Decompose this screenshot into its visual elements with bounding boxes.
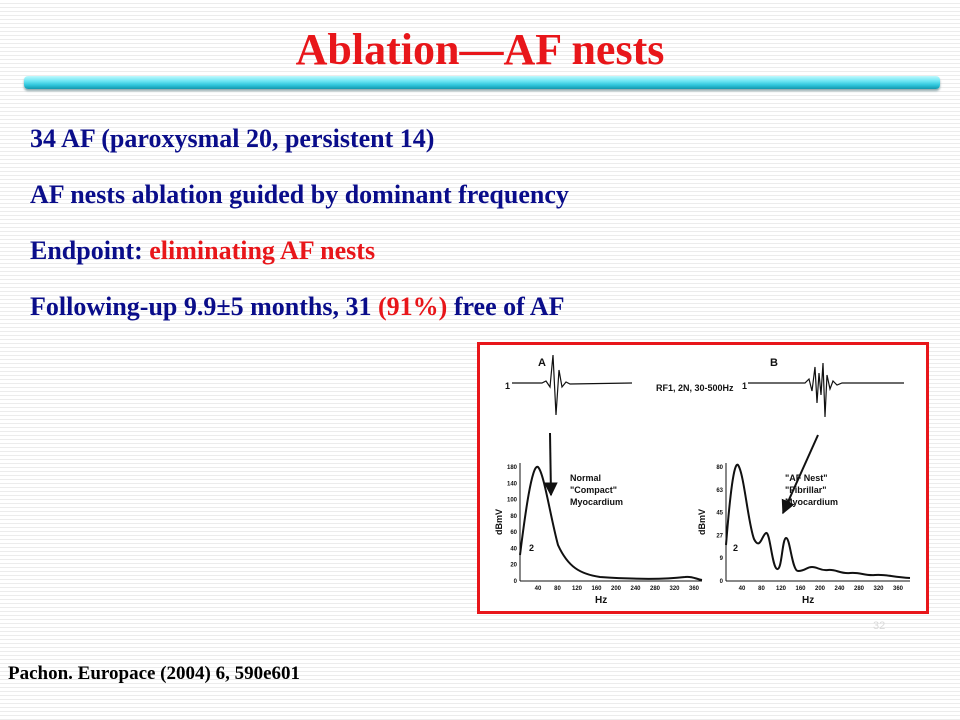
left-y-tick-label: 20 bbox=[510, 563, 517, 569]
right-x-tick-label: 280 bbox=[854, 586, 865, 592]
right-x-tick-label: 80 bbox=[758, 586, 765, 592]
nest-annotation-line2: "Fibrillar" bbox=[785, 485, 827, 495]
right-x-tick-label: 120 bbox=[776, 586, 787, 592]
trace-b-label: 1 bbox=[742, 381, 747, 391]
left-x-tick-label: 240 bbox=[630, 586, 641, 592]
right-y-axis-label: dBmV bbox=[697, 509, 707, 535]
normal-annotation-line1: Normal bbox=[570, 473, 601, 483]
bullet-text: AF nests ablation guided by dominant fre… bbox=[30, 180, 569, 209]
trace-a-signal bbox=[512, 354, 633, 416]
left-x-tick-label: 320 bbox=[669, 586, 680, 592]
bullet-prefix: Following-up 9.9±5 months, 31 bbox=[30, 292, 378, 321]
right-y-tick-label: 9 bbox=[720, 556, 724, 562]
slide-title: Ablation—AF nests bbox=[295, 25, 665, 74]
right-x-tick-label: 40 bbox=[739, 586, 746, 592]
right-y-tick-label: 63 bbox=[716, 488, 723, 494]
left-x-tick-label: 160 bbox=[591, 586, 602, 592]
citation: Pachon. Europace (2004) 6, 590e601 bbox=[8, 663, 301, 684]
right-curve-label: 2 bbox=[733, 543, 738, 553]
left-y-tick-label: 40 bbox=[510, 546, 517, 552]
trace-a-label: 1 bbox=[505, 381, 510, 391]
title-underline-bar bbox=[24, 76, 940, 89]
left-y-axis-label: dBmV bbox=[494, 509, 504, 535]
spectrum-figure: A B RF1, 2N, 30-500Hz 1 1 Normal "Compac… bbox=[477, 342, 929, 614]
slide-number: 32 bbox=[873, 620, 886, 632]
left-x-tick-label: 360 bbox=[689, 586, 700, 592]
right-x-tick-label: 160 bbox=[795, 586, 806, 592]
bullet-item-endpoint: Endpoint: eliminating AF nests bbox=[30, 237, 569, 265]
bullet-item-method: AF nests ablation guided by dominant fre… bbox=[30, 181, 569, 209]
bullet-item-cohort: 34 AF (paroxysmal 20, persistent 14) bbox=[30, 125, 569, 153]
nest-annotation-line3: Myocardium bbox=[785, 497, 838, 507]
left-y-tick-label: 180 bbox=[507, 465, 518, 471]
left-y-tick-label: 60 bbox=[510, 530, 517, 536]
left-curve-label: 2 bbox=[529, 543, 534, 553]
spectrum-figure-svg: A B RF1, 2N, 30-500Hz 1 1 Normal "Compac… bbox=[494, 354, 911, 606]
right-spectrum-curve bbox=[725, 463, 911, 579]
normal-annotation-line2: "Compact" bbox=[570, 485, 617, 495]
left-y-tick-label: 0 bbox=[514, 579, 518, 585]
bullet-highlight: eliminating AF nests bbox=[149, 236, 376, 265]
left-y-tick-label: 100 bbox=[507, 498, 518, 504]
left-x-axis-label: Hz bbox=[595, 595, 607, 606]
left-y-tick-label: 140 bbox=[507, 481, 518, 487]
right-x-tick-label: 200 bbox=[815, 586, 826, 592]
left-x-tick-label: 280 bbox=[650, 586, 661, 592]
normal-annotation-line3: Myocardium bbox=[570, 497, 623, 507]
arrow-b-icon bbox=[781, 434, 819, 515]
trace-b-signal bbox=[748, 362, 904, 418]
right-x-tick-label: 240 bbox=[834, 586, 845, 592]
bullet-text: 34 AF (paroxysmal 20, persistent 14) bbox=[30, 124, 435, 153]
right-y-tick-label: 0 bbox=[720, 579, 724, 585]
left-spectrum-curve bbox=[519, 465, 703, 581]
right-x-axis-label: Hz bbox=[802, 595, 814, 606]
left-x-tick-label: 40 bbox=[535, 586, 542, 592]
right-spectrum-plot: dBmV 80 63 45 27 9 0 40 80 120 160 200 240 280 320 36… bbox=[697, 463, 911, 606]
bullet-highlight: (91%) bbox=[378, 292, 448, 321]
panel-a-label: A bbox=[538, 357, 546, 369]
left-x-tick-label: 80 bbox=[554, 586, 561, 592]
bullet-list: 34 AF (paroxysmal 20, persistent 14) AF … bbox=[30, 125, 569, 349]
recording-settings-text: RF1, 2N, 30-500Hz bbox=[656, 383, 734, 393]
right-x-tick-label: 360 bbox=[893, 586, 904, 592]
left-y-tick-label: 80 bbox=[510, 514, 517, 520]
panel-b-label: B bbox=[770, 357, 778, 369]
right-x-tick-label: 320 bbox=[873, 586, 884, 592]
bullet-item-followup: Following-up 9.9±5 months, 31 (91%) free… bbox=[30, 293, 569, 321]
bullet-prefix: Endpoint: bbox=[30, 236, 150, 265]
right-y-tick-label: 27 bbox=[716, 533, 723, 539]
left-x-tick-label: 120 bbox=[572, 586, 583, 592]
nest-annotation-line1: "AF Nest" bbox=[785, 473, 828, 483]
arrow-a-icon bbox=[543, 432, 558, 497]
right-y-tick-label: 80 bbox=[716, 465, 723, 471]
right-y-tick-label: 45 bbox=[716, 511, 723, 517]
bullet-suffix: free of AF bbox=[447, 292, 565, 321]
left-x-tick-label: 200 bbox=[611, 586, 622, 592]
